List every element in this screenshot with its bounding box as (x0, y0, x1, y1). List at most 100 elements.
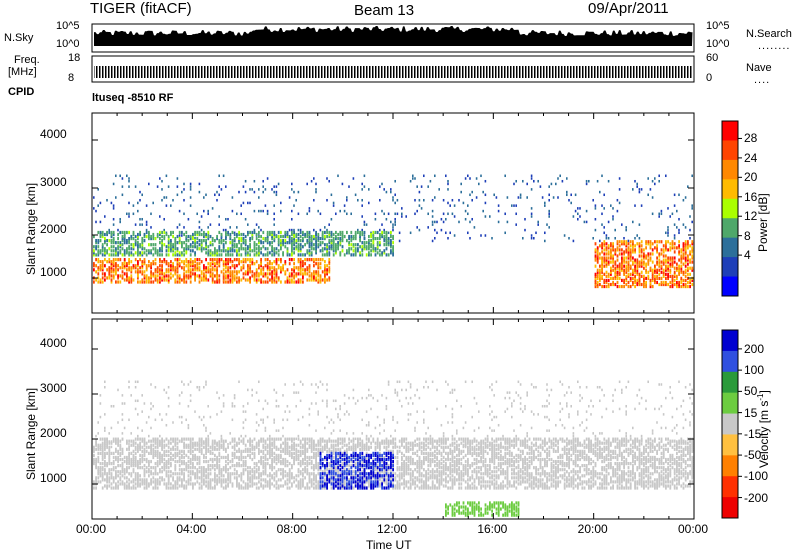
range-cell (236, 478, 238, 482)
range-cell (629, 258, 632, 262)
range-cell (348, 236, 350, 241)
range-cell (313, 443, 315, 447)
range-cell (247, 478, 249, 482)
range-cell (612, 258, 614, 262)
range-cell (682, 278, 685, 283)
range-cell (337, 443, 339, 447)
scatter-cell (660, 212, 663, 216)
range-cell (346, 453, 348, 458)
range-cell (306, 249, 309, 253)
range-cell (660, 270, 663, 274)
range-cell (299, 230, 302, 235)
range-cell (636, 262, 639, 266)
range-cell (227, 260, 229, 264)
range-cell (667, 272, 669, 276)
range-cell (154, 274, 157, 278)
range-cell (117, 459, 119, 464)
range-cell (238, 482, 240, 486)
range-cell (354, 482, 357, 486)
range-cell (236, 461, 238, 466)
range-cell (315, 484, 317, 488)
range-cell (170, 461, 172, 466)
range-cell (198, 266, 201, 270)
range-cell (656, 240, 658, 244)
range-cell (225, 232, 227, 237)
scatter-cell (183, 212, 185, 216)
range-cell (594, 248, 597, 252)
range-cell (671, 244, 674, 248)
scatter-cell (308, 209, 311, 213)
range-cell (302, 239, 304, 243)
range-cell (321, 437, 324, 441)
range-cell (258, 264, 260, 268)
scatter-cell (176, 226, 179, 229)
range-cell (594, 258, 597, 262)
range-cell (636, 242, 639, 246)
range-cell (242, 241, 245, 245)
range-cell (211, 441, 214, 445)
scatter-cell (315, 429, 317, 432)
range-cell (249, 437, 251, 441)
range-cell (123, 241, 126, 245)
range-cell (211, 274, 214, 278)
range-cell (154, 270, 157, 274)
range-cell (112, 232, 115, 237)
scatter-cell (579, 215, 581, 218)
range-cell (181, 243, 183, 247)
range-cell (216, 466, 218, 470)
range-cell (192, 466, 194, 470)
range-cell (97, 468, 100, 472)
range-cell (209, 484, 212, 488)
range-cell (343, 478, 346, 482)
range-cell (251, 262, 254, 266)
range-cell (154, 441, 157, 445)
range-cell (266, 276, 269, 280)
range-cell (286, 443, 289, 447)
range-cell (187, 445, 190, 449)
range-cell (601, 258, 603, 262)
range-cell (645, 268, 647, 272)
range-cell (299, 234, 302, 239)
scatter-cell (458, 198, 460, 202)
range-cell (330, 439, 333, 443)
range-cell (143, 457, 146, 462)
scatter-cell (594, 204, 597, 207)
scatter-cell (462, 201, 465, 205)
scatter-cell (319, 228, 322, 232)
range-cell (123, 249, 126, 253)
range-cell (152, 443, 155, 447)
range-cell (326, 453, 328, 458)
range-cell (357, 474, 359, 478)
scatter-cell (354, 402, 357, 405)
range-cell (387, 239, 390, 243)
range-cell (253, 476, 256, 480)
range-cell (229, 236, 232, 241)
range-cell (310, 245, 313, 249)
range-cell (605, 258, 608, 262)
range-cell (97, 455, 100, 460)
range-cell (165, 245, 168, 249)
range-cell (104, 453, 106, 458)
range-cell (203, 268, 205, 272)
range-cell (189, 272, 192, 276)
range-cell (612, 282, 614, 287)
range-cell (665, 244, 667, 248)
range-cell (187, 234, 190, 239)
range-cell (361, 455, 364, 460)
range-cell (264, 464, 267, 468)
range-cell (154, 437, 157, 441)
scatter-cell (658, 179, 660, 183)
scatter-cell (361, 198, 363, 202)
range-cell (222, 245, 225, 249)
range-cell (255, 243, 258, 247)
range-cell (269, 453, 271, 458)
range-cell (605, 252, 608, 256)
range-cell (277, 230, 280, 235)
scatter-cell (480, 234, 482, 237)
range-cell (313, 445, 315, 449)
range-cell (178, 280, 181, 284)
range-cell (172, 266, 174, 270)
range-cell (288, 437, 291, 441)
range-cell (687, 266, 689, 270)
range-cell (154, 466, 157, 470)
